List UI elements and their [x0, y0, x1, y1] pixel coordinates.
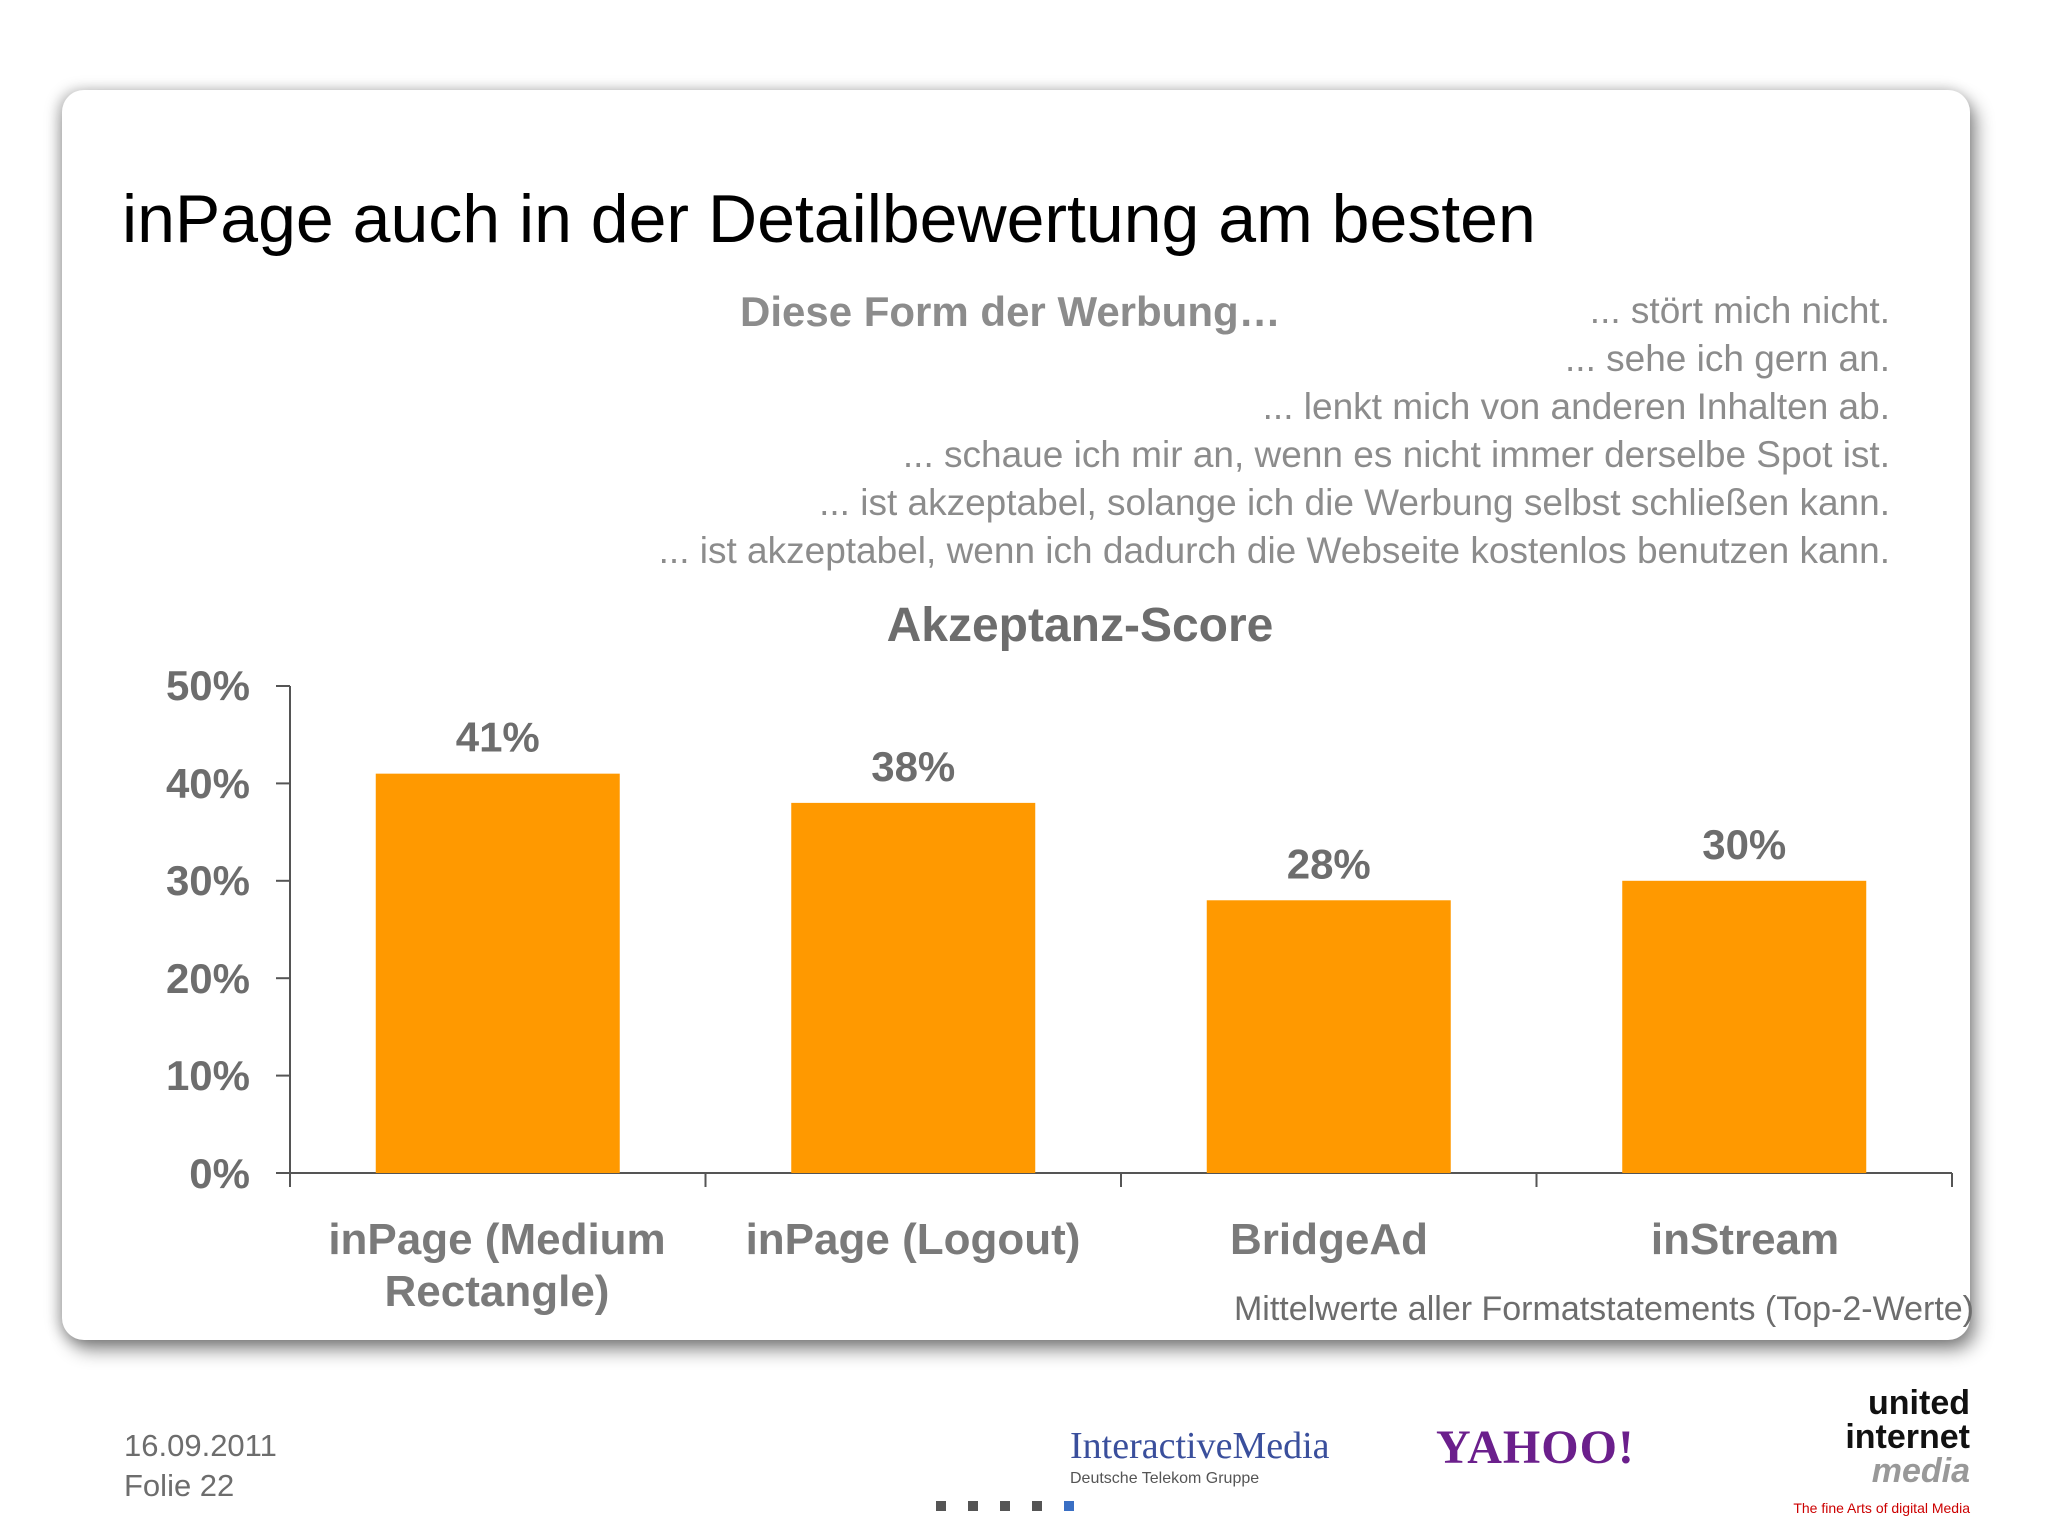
chart-title: Akzeptanz-Score [886, 599, 1274, 652]
category-label-line: inPage (Medium [328, 1215, 666, 1264]
progress-dot [1000, 1501, 1010, 1511]
slide-progress-dots [936, 1498, 1096, 1516]
statement-6: ... ist akzeptabel, wenn ich dadurch die… [658, 530, 1890, 571]
category-label: inPage (Medium Rectangle) [297, 1214, 697, 1318]
y-tick-label: 40% [165, 760, 250, 807]
logo-tagline: The fine Arts of digital Media [1793, 1500, 1970, 1516]
category-label: inStream [1545, 1214, 1945, 1266]
statement-4: ... schaue ich mir an, wenn es nicht imm… [902, 434, 1890, 475]
category-label: inPage (Logout) [713, 1214, 1113, 1266]
y-tick-label: 10% [165, 1052, 250, 1099]
yahoo-logo: YAHOO! [1436, 1421, 1635, 1474]
progress-dot [1032, 1501, 1042, 1511]
slide-card [62, 90, 1970, 1340]
progress-dot [936, 1501, 946, 1511]
progress-dot [968, 1501, 978, 1511]
logo-word: media [1871, 1452, 1970, 1490]
slide-date: 16.09.2011 [124, 1428, 277, 1463]
logo-word: internet [1845, 1418, 1970, 1456]
y-tick-label: 0% [189, 1150, 250, 1197]
category-label: BridgeAd [1129, 1214, 1529, 1266]
category-label-line: inStream [1650, 1215, 1840, 1264]
chart-footnote: Mittelwerte aller Formatstatements (Top-… [1233, 1290, 1974, 1328]
slide-title: inPage auch in der Detailbewertung am be… [122, 181, 1536, 257]
statement-3: ... lenkt mich von anderen Inhalten ab. [1262, 386, 1890, 427]
category-label-line: BridgeAd [1230, 1215, 1428, 1264]
progress-dot-active [1064, 1501, 1074, 1511]
slide-number: Folie 22 [124, 1468, 235, 1503]
y-tick-label: 50% [165, 662, 250, 709]
statement-1: ... stört mich nicht. [1589, 290, 1890, 331]
category-label-line: inPage (Logout) [745, 1215, 1081, 1264]
statement-5: ... ist akzeptabel, solange ich die Werb… [819, 482, 1890, 523]
interactive-media-logo-subtitle: Deutsche Telekom Gruppe [1070, 1470, 1260, 1487]
y-tick-label: 20% [165, 955, 250, 1002]
interactive-media-logo: InteractiveMedia Deutsche Telekom Gruppe [1070, 1424, 1330, 1488]
category-label-line: Rectangle) [384, 1267, 610, 1316]
interactive-media-logo-text: InteractiveMedia [1070, 1425, 1330, 1467]
logo-word: united [1868, 1384, 1970, 1422]
y-tick-label: 30% [165, 857, 250, 904]
united-internet-media-logo: united internet media The fine Arts of d… [1770, 1386, 1970, 1516]
statements-heading: Diese Form der Werbung… [740, 288, 1281, 335]
statement-2: ... sehe ich gern an. [1565, 338, 1890, 379]
